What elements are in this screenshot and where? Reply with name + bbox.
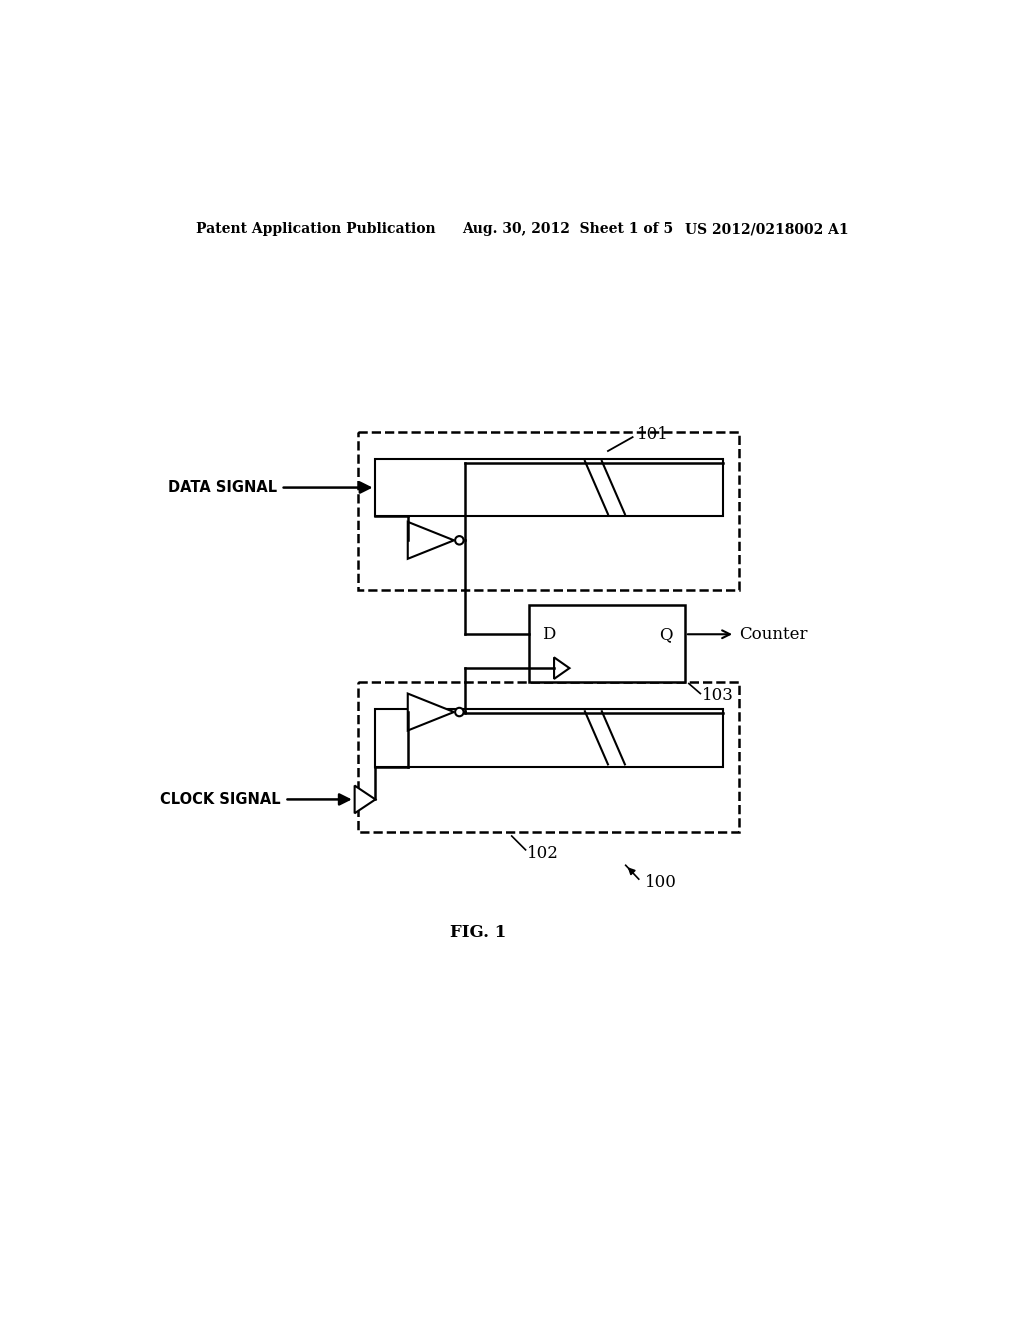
Text: DATA SIGNAL: DATA SIGNAL bbox=[168, 480, 276, 495]
Text: Q: Q bbox=[659, 626, 673, 643]
Polygon shape bbox=[529, 605, 685, 682]
Text: Patent Application Publication: Patent Application Publication bbox=[196, 222, 435, 236]
Text: US 2012/0218002 A1: US 2012/0218002 A1 bbox=[685, 222, 849, 236]
Polygon shape bbox=[408, 521, 454, 558]
Polygon shape bbox=[354, 785, 376, 813]
Text: 100: 100 bbox=[645, 874, 677, 891]
Text: Aug. 30, 2012  Sheet 1 of 5: Aug. 30, 2012 Sheet 1 of 5 bbox=[462, 222, 673, 236]
Polygon shape bbox=[408, 693, 454, 730]
Text: CLOCK SIGNAL: CLOCK SIGNAL bbox=[160, 792, 281, 807]
Text: D: D bbox=[542, 626, 555, 643]
Polygon shape bbox=[554, 657, 569, 678]
Text: 103: 103 bbox=[701, 688, 734, 705]
Polygon shape bbox=[376, 459, 724, 516]
Circle shape bbox=[455, 536, 464, 545]
Text: FIG. 1: FIG. 1 bbox=[451, 924, 506, 941]
Text: 101: 101 bbox=[637, 425, 669, 442]
Circle shape bbox=[455, 708, 464, 717]
Text: 102: 102 bbox=[527, 845, 559, 862]
Polygon shape bbox=[376, 709, 724, 767]
Text: Counter: Counter bbox=[739, 626, 807, 643]
